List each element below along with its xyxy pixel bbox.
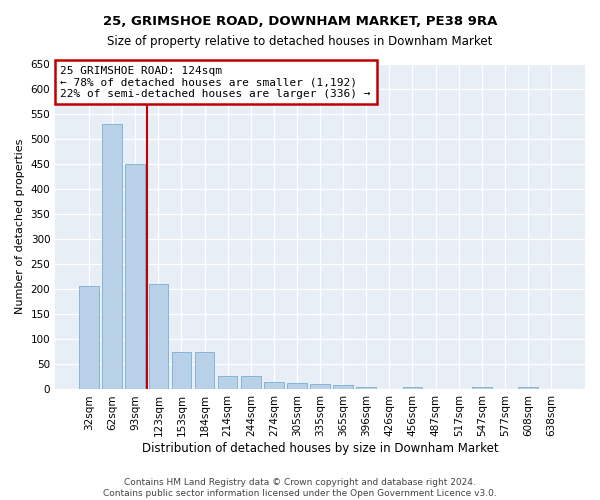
Bar <box>103 124 122 390</box>
Bar <box>149 284 168 390</box>
Text: Size of property relative to detached houses in Downham Market: Size of property relative to detached ho… <box>107 35 493 48</box>
Bar <box>287 384 307 390</box>
Bar <box>241 376 260 390</box>
Bar <box>334 386 353 390</box>
Bar <box>79 286 99 390</box>
Bar <box>264 382 284 390</box>
Bar <box>125 164 145 390</box>
Bar <box>356 387 376 390</box>
Bar <box>403 387 422 390</box>
Bar <box>195 352 214 390</box>
Bar <box>518 387 538 390</box>
Text: 25 GRIMSHOE ROAD: 124sqm
← 78% of detached houses are smaller (1,192)
22% of sem: 25 GRIMSHOE ROAD: 124sqm ← 78% of detach… <box>61 66 371 99</box>
Bar <box>218 376 238 390</box>
Bar <box>310 384 330 390</box>
X-axis label: Distribution of detached houses by size in Downham Market: Distribution of detached houses by size … <box>142 442 499 455</box>
Y-axis label: Number of detached properties: Number of detached properties <box>15 139 25 314</box>
Bar <box>172 352 191 390</box>
Text: 25, GRIMSHOE ROAD, DOWNHAM MARKET, PE38 9RA: 25, GRIMSHOE ROAD, DOWNHAM MARKET, PE38 … <box>103 15 497 28</box>
Text: Contains HM Land Registry data © Crown copyright and database right 2024.
Contai: Contains HM Land Registry data © Crown c… <box>103 478 497 498</box>
Bar <box>472 387 491 390</box>
